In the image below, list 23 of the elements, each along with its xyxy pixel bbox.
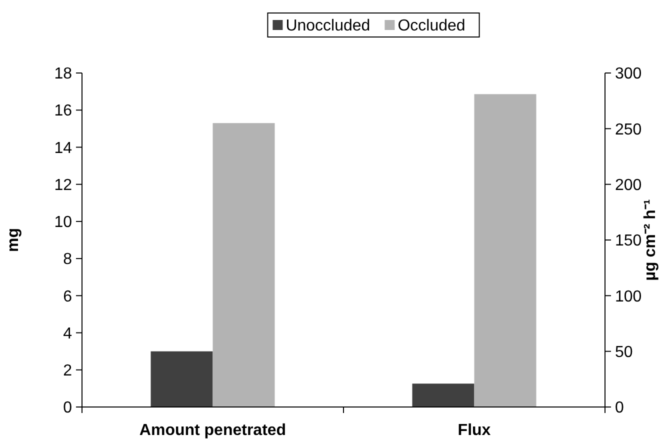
y2-tick-label: 100: [615, 288, 642, 306]
x-tick-label: Flux: [458, 422, 491, 439]
y2-tick-label: 200: [615, 176, 642, 194]
y-tick-label: 12: [54, 176, 72, 194]
y-tick-label: 2: [63, 362, 72, 380]
y2-tick-label: 300: [615, 66, 642, 83]
y2-axis-title: µg cm⁻² h⁻¹: [642, 199, 659, 281]
y-axis-title: mg: [5, 228, 22, 252]
y-tick-label: 8: [63, 251, 72, 268]
y-tick-label: 0: [63, 400, 72, 417]
y-tick-label: 6: [63, 288, 72, 306]
y-tick-label: 4: [63, 325, 72, 342]
y-tick-label: 14: [54, 140, 72, 157]
legend-label: Unoccluded: [286, 18, 370, 35]
y2-tick-label: 150: [615, 232, 642, 250]
y-tick-label: 18: [54, 66, 72, 83]
y-tick-label: 10: [54, 214, 72, 232]
y2-tick-label: 0: [615, 400, 624, 417]
y2-tick-label: 250: [615, 121, 642, 138]
x-tick-label: Amount penetrated: [139, 422, 286, 439]
y-tick-label: 16: [54, 102, 72, 120]
y2-tick-label: 50: [615, 344, 633, 361]
legend-label: Occluded: [398, 18, 466, 35]
